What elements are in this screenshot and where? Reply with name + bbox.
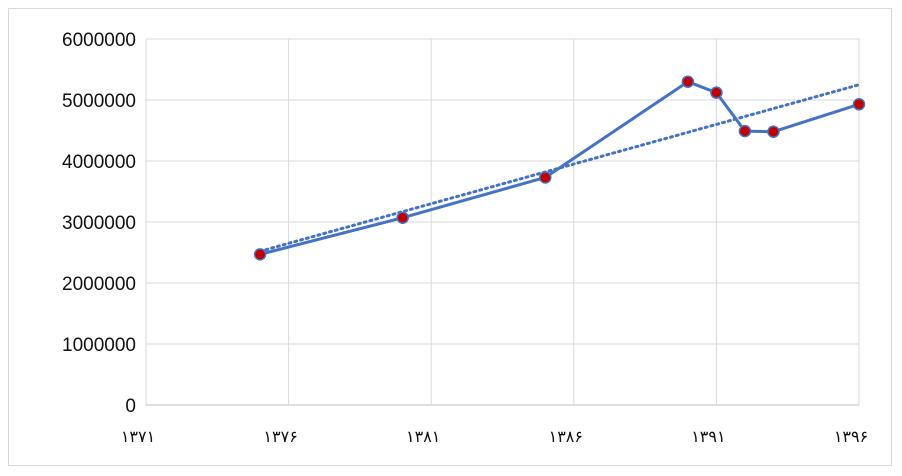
data-point [539, 171, 552, 184]
data-point [681, 75, 695, 88]
x-tick-label: ۱۳۸۶ [549, 427, 583, 446]
data-point [710, 86, 723, 99]
data-point [852, 98, 866, 111]
series-path [259, 80, 860, 256]
data-point [253, 248, 267, 261]
x-tick-label: ۱۳۹۶ [834, 427, 868, 446]
data-point [738, 124, 752, 138]
data-point [396, 211, 409, 224]
x-axis-tick-labels: ۱۳۷۱ ۱۳۷۶ ۱۳۸۱ ۱۳۸۶ ۱۳۹۱ ۱۳۹۶ [121, 427, 868, 446]
line-chart: 0 1000000 2000000 3000000 4000000 5000000 6000… [62, 30, 868, 446]
y-tick-label: 2000000 [62, 274, 136, 295]
x-tick-label: ۱۳۸۱ [406, 427, 440, 446]
x-tick-label: ۱۳۷۱ [121, 427, 155, 446]
series-line [259, 80, 860, 256]
y-tick-label: 1000000 [62, 335, 136, 356]
x-tick-label: ۱۳۷۶ [263, 427, 297, 446]
y-tick-label: 4000000 [62, 152, 136, 173]
y-tick-label: 6000000 [62, 30, 136, 51]
y-tick-label: 0 [125, 396, 136, 417]
y-tick-label: 3000000 [62, 213, 136, 234]
y-axis-tick-labels: 0 1000000 2000000 3000000 4000000 5000000 6000… [62, 30, 136, 417]
data-point [767, 125, 780, 138]
chart-frame: 0 1000000 2000000 3000000 4000000 5000000 6000… [8, 8, 892, 466]
x-tick-label: ۱۳۹۱ [691, 427, 725, 446]
grid-lines [145, 38, 860, 406]
y-tick-label: 5000000 [62, 91, 136, 112]
data-markers [253, 75, 866, 261]
